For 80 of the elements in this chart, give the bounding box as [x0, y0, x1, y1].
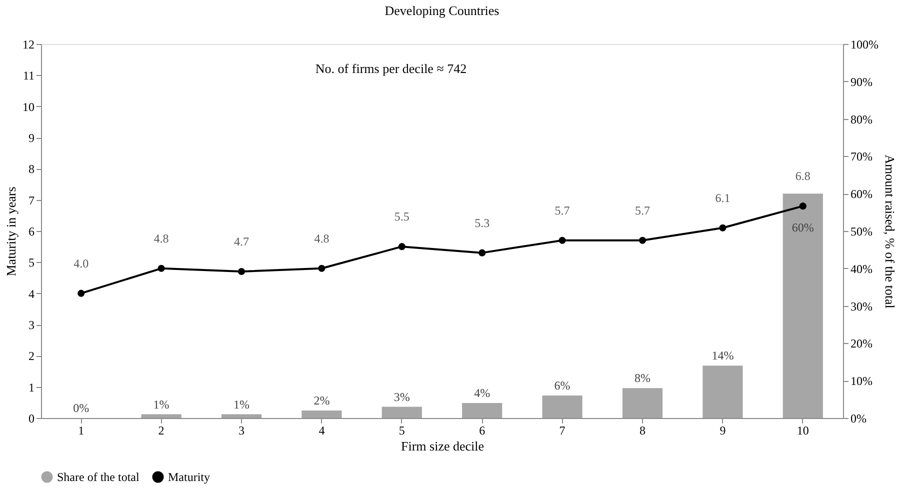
data-label: 14%	[712, 348, 734, 363]
bar	[782, 194, 823, 418]
bar	[702, 366, 743, 418]
chart-title: Developing Countries	[384, 3, 500, 18]
data-label: 6.1	[715, 190, 730, 205]
x-tick-label: 7	[559, 424, 566, 438]
data-label: 4.0	[74, 256, 89, 270]
y-tick-label: 6	[28, 224, 34, 238]
y-tick-label: 1	[28, 380, 34, 394]
y2-tick-label: 80%	[850, 112, 872, 126]
data-label: 5.7	[554, 203, 570, 218]
data-label: 5.5	[394, 210, 410, 224]
y-tick-label: 12	[22, 38, 34, 52]
x-axis-title: Firm size decile	[400, 438, 484, 454]
y-tick-label: 10	[22, 100, 34, 114]
x-tick-label: 9	[720, 424, 726, 438]
data-label: 5.7	[635, 203, 650, 218]
y2-tick-label: 40%	[850, 262, 872, 276]
y2-tick-label: 10%	[850, 374, 872, 388]
bar	[302, 410, 342, 418]
data-label: 1%	[153, 397, 170, 412]
bar	[382, 406, 422, 418]
data-label: 6.8	[795, 169, 810, 184]
y-tick-label: 4	[28, 286, 34, 301]
y2-tick-label: 60%	[850, 187, 872, 202]
y-tick-label: 2	[28, 349, 34, 364]
bar	[141, 414, 182, 418]
bar	[221, 414, 262, 418]
y-tick-label: 9	[28, 131, 34, 145]
x-tick-label: 8	[640, 424, 646, 438]
y-tick-label: 5	[28, 256, 34, 270]
y2-tick-label: 100%	[850, 38, 878, 52]
y2-tick-label: 0%	[850, 412, 866, 426]
data-label: 5.3	[474, 216, 490, 230]
legend-label: Maturity	[168, 470, 210, 484]
data-label: 2%	[314, 394, 330, 408]
y2-tick-label: 20%	[850, 336, 872, 351]
point	[558, 236, 566, 244]
y-axis-title: Maturity in years	[4, 186, 18, 276]
bar	[462, 403, 502, 418]
data-label: 1%	[234, 397, 250, 412]
data-label: 0%	[73, 401, 90, 415]
y2-tick-label: 70%	[850, 150, 872, 164]
data-label: 60%	[792, 220, 814, 235]
data-label: 4.8	[314, 231, 330, 246]
point	[799, 202, 806, 210]
y2-axis-title: Amount raised, % of the total	[882, 154, 898, 309]
x-tick-label: 2	[158, 424, 164, 438]
y-tick-label: 0	[28, 412, 34, 426]
x-tick-label: 3	[238, 424, 244, 438]
bar	[622, 388, 663, 418]
x-tick-label: 6	[479, 424, 486, 438]
x-tick-label: 5	[398, 424, 405, 438]
y2-tick-label: 50%	[850, 224, 872, 238]
y-tick-label: 7	[28, 193, 34, 208]
point	[78, 290, 85, 297]
y2-tick-label: 30%	[850, 299, 872, 314]
y-tick-label: 11	[22, 68, 34, 83]
data-label: 3%	[394, 390, 410, 404]
x-tick-label: 1	[78, 424, 84, 438]
point	[318, 264, 326, 272]
point	[638, 236, 646, 244]
point	[719, 224, 726, 232]
data-label: 4%	[474, 386, 490, 400]
data-label: 6%	[554, 378, 570, 393]
point	[238, 268, 246, 276]
y-tick-label: 3	[28, 318, 34, 332]
data-label: 4.7	[234, 234, 249, 249]
legend-label: Share of the total	[57, 470, 140, 484]
point	[478, 249, 486, 256]
data-label: 4.8	[154, 231, 169, 246]
point	[398, 243, 406, 250]
x-tick-label: 4	[318, 424, 325, 438]
y-tick-label: 8	[28, 162, 34, 176]
x-tick-label: 10	[796, 424, 809, 438]
bar	[542, 396, 582, 418]
data-label: 8%	[634, 371, 650, 386]
point	[158, 264, 165, 272]
annotation: No. of firms per decile ≈ 742	[315, 61, 467, 76]
y2-tick-label: 90%	[850, 74, 872, 89]
